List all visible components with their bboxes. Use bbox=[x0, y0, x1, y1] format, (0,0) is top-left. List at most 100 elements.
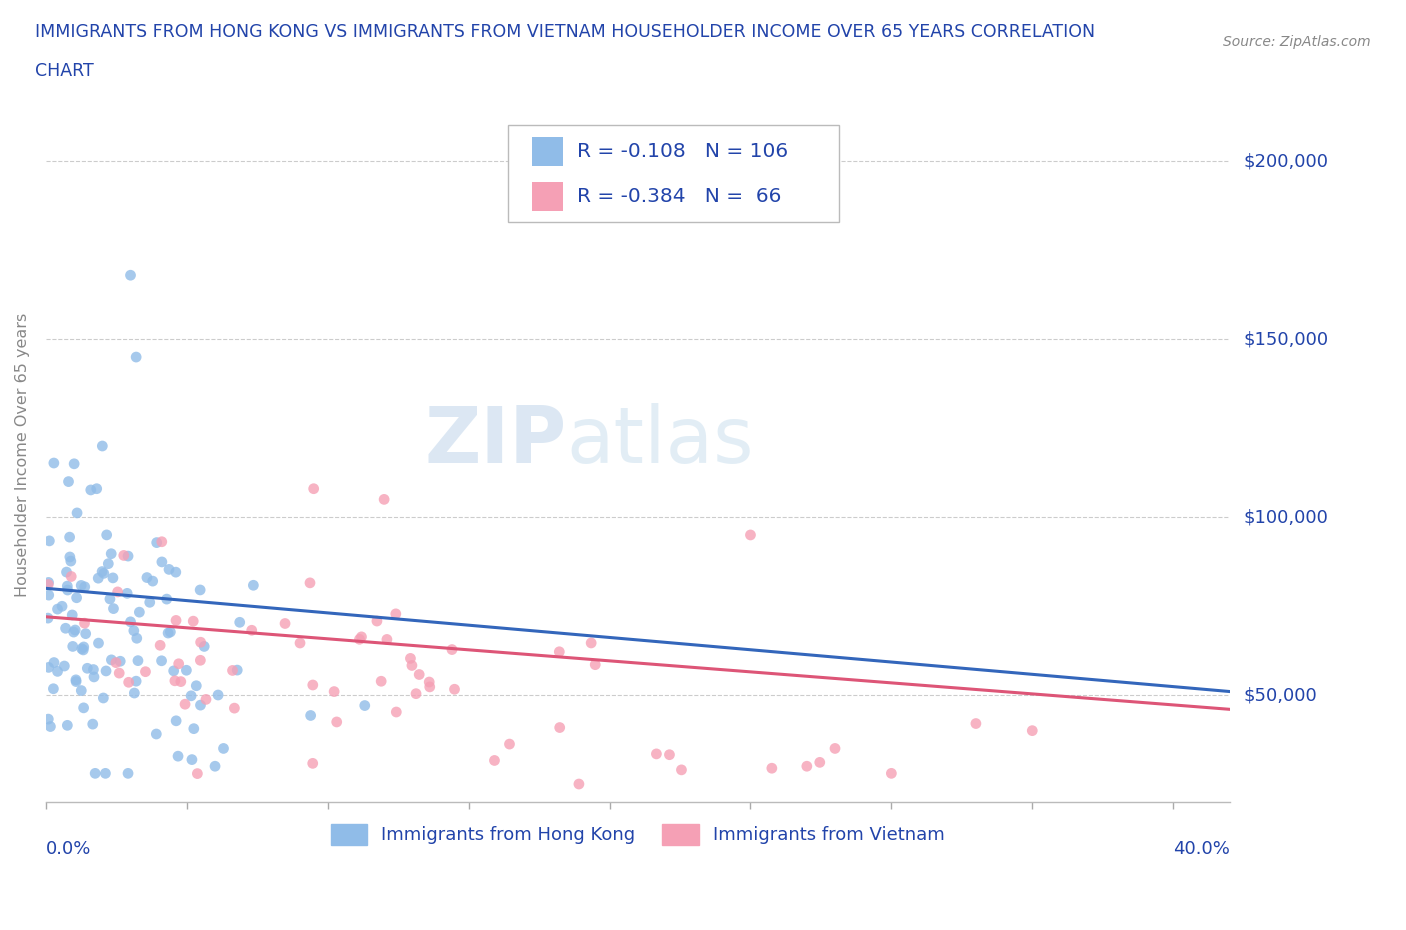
Point bbox=[42, 682, 65, 697]
Text: $150,000: $150,000 bbox=[1244, 330, 1329, 348]
Point bbox=[145, 535, 167, 550]
Point bbox=[165, 713, 187, 728]
Point bbox=[299, 708, 322, 723]
Point bbox=[157, 626, 180, 641]
Point bbox=[37, 611, 59, 626]
Point bbox=[484, 753, 506, 768]
Point bbox=[46, 602, 69, 617]
Point bbox=[159, 625, 181, 640]
Point bbox=[42, 456, 65, 471]
Point bbox=[120, 268, 142, 283]
Point bbox=[301, 678, 323, 693]
Point bbox=[94, 663, 117, 678]
Point bbox=[120, 615, 142, 630]
Point bbox=[84, 766, 107, 781]
Point bbox=[207, 687, 229, 702]
Point bbox=[37, 711, 59, 726]
Point bbox=[56, 582, 79, 597]
Point bbox=[82, 717, 104, 732]
Point bbox=[375, 632, 398, 647]
FancyBboxPatch shape bbox=[508, 126, 839, 222]
Point bbox=[58, 474, 80, 489]
Point bbox=[163, 673, 186, 688]
Point bbox=[167, 749, 190, 764]
Point bbox=[170, 674, 193, 689]
Point bbox=[100, 653, 122, 668]
Point bbox=[72, 700, 94, 715]
Point bbox=[73, 640, 96, 655]
Point bbox=[125, 631, 148, 645]
Point bbox=[125, 673, 148, 688]
Point bbox=[138, 595, 160, 610]
Point bbox=[156, 591, 179, 606]
Point bbox=[87, 636, 110, 651]
Point bbox=[82, 662, 104, 677]
Point bbox=[75, 626, 97, 641]
Point bbox=[221, 663, 243, 678]
Point bbox=[97, 556, 120, 571]
Point bbox=[224, 700, 246, 715]
Point bbox=[366, 614, 388, 629]
Point bbox=[72, 643, 94, 658]
Point bbox=[42, 655, 65, 670]
Point bbox=[190, 635, 212, 650]
Bar bbox=[533, 137, 564, 166]
Point bbox=[73, 579, 96, 594]
Point bbox=[274, 616, 297, 631]
Point bbox=[204, 759, 226, 774]
Point bbox=[498, 737, 520, 751]
Text: Source: ZipAtlas.com: Source: ZipAtlas.com bbox=[1223, 35, 1371, 49]
Point bbox=[181, 752, 204, 767]
Point bbox=[98, 591, 121, 606]
Point bbox=[443, 682, 465, 697]
Point bbox=[56, 718, 79, 733]
Point bbox=[65, 591, 87, 605]
Point bbox=[212, 741, 235, 756]
Point bbox=[56, 578, 79, 593]
Point bbox=[38, 660, 60, 675]
Point bbox=[157, 562, 180, 577]
Point bbox=[70, 578, 93, 593]
Point bbox=[115, 586, 138, 601]
Point bbox=[39, 719, 62, 734]
Point bbox=[165, 613, 187, 628]
Point bbox=[323, 684, 346, 699]
Point bbox=[108, 666, 131, 681]
Point bbox=[59, 553, 82, 568]
Point bbox=[96, 527, 118, 542]
Point bbox=[740, 527, 762, 542]
Point bbox=[62, 625, 84, 640]
Point bbox=[808, 755, 831, 770]
Text: $200,000: $200,000 bbox=[1244, 153, 1329, 170]
Point bbox=[385, 606, 408, 621]
Point bbox=[62, 639, 84, 654]
Point bbox=[824, 741, 846, 756]
Point bbox=[142, 574, 165, 589]
Text: $100,000: $100,000 bbox=[1244, 508, 1329, 526]
Point bbox=[350, 630, 373, 644]
Point bbox=[63, 622, 86, 637]
Point bbox=[118, 675, 141, 690]
Point bbox=[136, 570, 159, 585]
Point bbox=[579, 635, 602, 650]
Point bbox=[51, 599, 73, 614]
Point bbox=[65, 674, 87, 689]
Point bbox=[880, 766, 903, 781]
Point bbox=[240, 623, 263, 638]
Point bbox=[122, 623, 145, 638]
Point bbox=[645, 747, 668, 762]
Point bbox=[583, 658, 606, 672]
Point bbox=[55, 565, 77, 579]
Text: atlas: atlas bbox=[567, 403, 754, 479]
Point bbox=[63, 457, 86, 472]
Point bbox=[226, 663, 249, 678]
Point bbox=[298, 576, 321, 591]
Point bbox=[568, 777, 591, 791]
Point bbox=[60, 607, 83, 622]
Point bbox=[134, 664, 156, 679]
Point bbox=[76, 661, 98, 676]
Text: 40.0%: 40.0% bbox=[1173, 840, 1229, 858]
Point bbox=[104, 655, 127, 670]
Point bbox=[288, 635, 311, 650]
Point bbox=[548, 720, 571, 735]
